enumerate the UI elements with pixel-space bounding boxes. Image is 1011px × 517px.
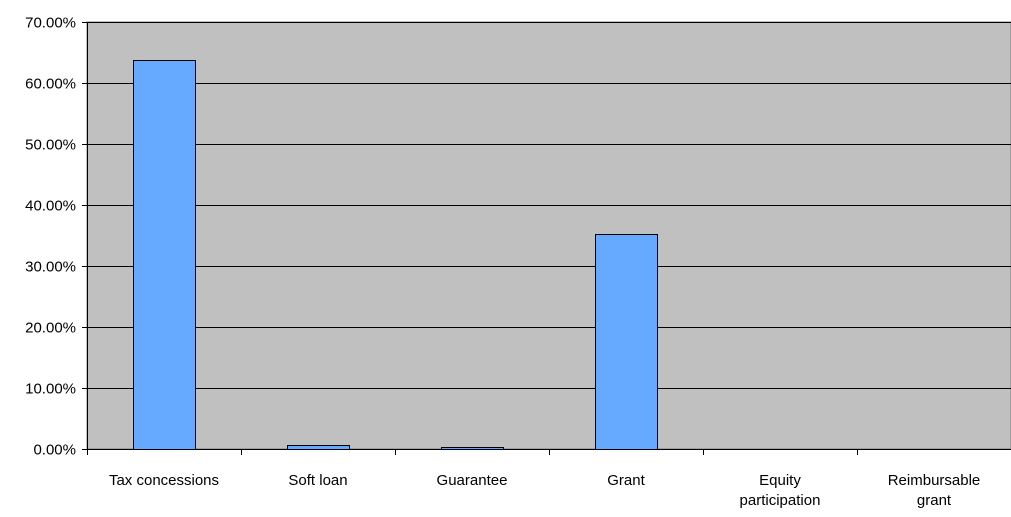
y-tick-label: 10.00%	[25, 381, 76, 398]
x-tick-label: grant	[917, 492, 952, 509]
bar	[595, 234, 658, 450]
y-tick-label: 60.00%	[25, 76, 76, 93]
x-tick-label: Reimbursable	[888, 472, 981, 489]
y-tick-label: 50.00%	[25, 137, 76, 154]
y-tick-label: 20.00%	[25, 320, 76, 337]
x-tick-label: Grant	[607, 472, 645, 489]
plot-area	[86, 21, 1011, 450]
x-tick-label: participation	[740, 492, 821, 509]
bar	[287, 445, 350, 450]
x-tick-label: Tax concessions	[109, 472, 219, 489]
y-tick-label: 70.00%	[25, 15, 76, 32]
x-tick-label: Equity	[759, 472, 801, 489]
y-tick-label: 30.00%	[25, 259, 76, 276]
y-tick-label: 0.00%	[33, 442, 76, 459]
bar	[133, 60, 196, 450]
y-tick-label: 40.00%	[25, 198, 76, 215]
x-tick-label: Guarantee	[437, 472, 508, 489]
x-tick-label: Soft loan	[288, 472, 347, 489]
